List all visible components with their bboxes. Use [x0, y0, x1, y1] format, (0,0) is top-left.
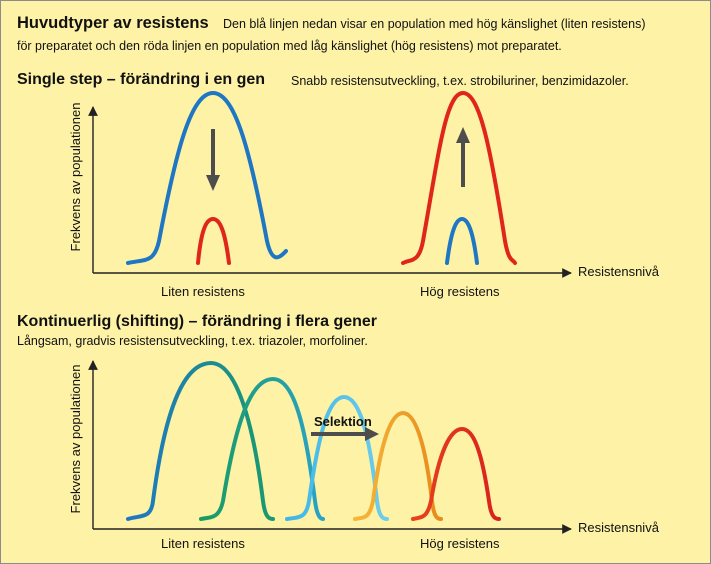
s1-down-arrow: [206, 129, 220, 191]
s2-curve-green: [199, 376, 325, 521]
section1-y-axis-label: Frekvens av populationen: [68, 102, 83, 252]
s1-left-red-curve: [196, 216, 231, 265]
header-title: Huvudtyper av resistens: [17, 14, 209, 32]
header-description-2: för preparatet och den röda linjen en po…: [17, 39, 562, 53]
s2-curve-blue: [126, 360, 275, 521]
s2-curve-red: [411, 426, 501, 521]
header-description-1: Den blå linjen nedan visar en population…: [223, 17, 646, 31]
s2-curve-cyan: [285, 394, 389, 521]
section1-left-label: Liten resistens: [161, 284, 245, 299]
section1-title: Single step – förändring i en gen: [17, 71, 266, 88]
section1-x-axis-label: Resistensnivå: [578, 264, 659, 279]
section1-right-label: Hög resistens: [420, 284, 500, 299]
s2-curve-orange: [353, 410, 443, 521]
section2-subtitle: Långsam, gradvis resistensutveckling, t.…: [17, 334, 368, 348]
s1-right-red-curve: [401, 90, 517, 265]
section2-left-label: Liten resistens: [161, 536, 245, 551]
section2-title: Kontinuerlig (shifting) – förändring i f…: [17, 313, 378, 330]
section2-y-axis-label: Frekvens av populationen: [68, 364, 83, 514]
selection-arrow: [311, 427, 379, 441]
section1-subtitle: Snabb resistensutveckling, t.ex. strobil…: [291, 74, 629, 88]
s1-left-blue-curve: [126, 90, 288, 265]
s1-right-blue-curve: [445, 216, 479, 265]
section2-right-label: Hög resistens: [420, 536, 500, 551]
section2-x-axis-label: Resistensnivå: [578, 520, 659, 535]
s1-up-arrow: [456, 127, 470, 187]
selection-label: Selektion: [314, 414, 372, 429]
